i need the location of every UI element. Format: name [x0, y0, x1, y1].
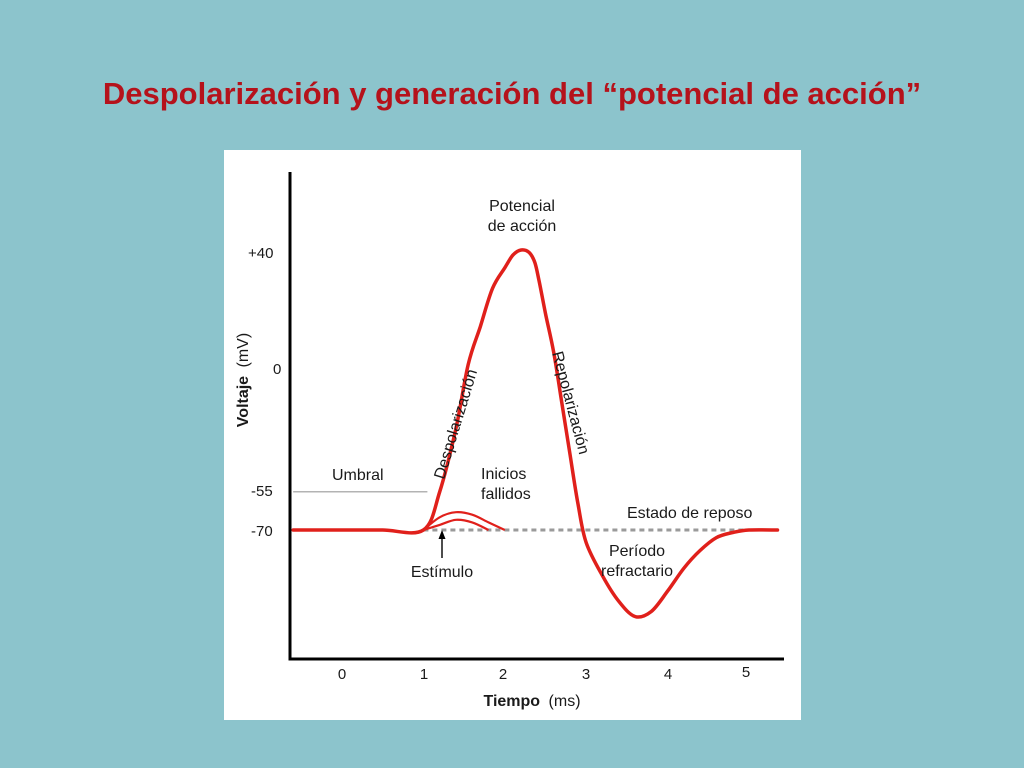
chart-panel: +40 0 -55 -70 0 1 2 3 4 5 Tiempo (ms) Vo… [224, 150, 801, 720]
action-potential-trace [291, 248, 780, 619]
resting-state-label: Estado de reposo [627, 505, 753, 522]
y-axis-title: Voltaje (mV) [235, 333, 252, 427]
y-tick-label: -55 [251, 483, 273, 500]
y-tick-label: +40 [248, 245, 273, 262]
failed-initiation-trace [423, 518, 489, 532]
failed-initiations-label: Inicios [481, 466, 526, 483]
x-tick-label: 3 [582, 666, 590, 683]
refractory-period-label: refractario [601, 563, 673, 580]
x-tick-label: 1 [420, 666, 428, 683]
x-tick-label: 0 [338, 666, 346, 683]
peak-label: Potencial [489, 198, 555, 215]
peak-label: de acción [488, 218, 557, 235]
failed-initiations-label: fallidos [481, 486, 531, 503]
x-tick-label: 5 [742, 664, 750, 681]
stimulus-arrow [438, 530, 446, 558]
x-tick-label: 2 [499, 666, 507, 683]
threshold-label: Umbral [332, 467, 384, 484]
failed-initiation-trace [422, 511, 506, 531]
stimulus-label: Estímulo [411, 564, 473, 581]
x-tick-label: 4 [664, 666, 672, 683]
depolarization-label: Despolarización [432, 367, 482, 481]
refractory-period-label: Período [609, 543, 665, 560]
x-axis-title: Tiempo (ms) [483, 693, 580, 710]
repolarization-label: Repolarización [548, 350, 592, 457]
y-tick-label: 0 [273, 361, 281, 378]
action-potential-chart: +40 0 -55 -70 0 1 2 3 4 5 Tiempo (ms) Vo… [235, 172, 784, 710]
y-tick-label: -70 [251, 523, 273, 540]
slide-title: Despolarización y generación del “potenc… [102, 76, 922, 111]
